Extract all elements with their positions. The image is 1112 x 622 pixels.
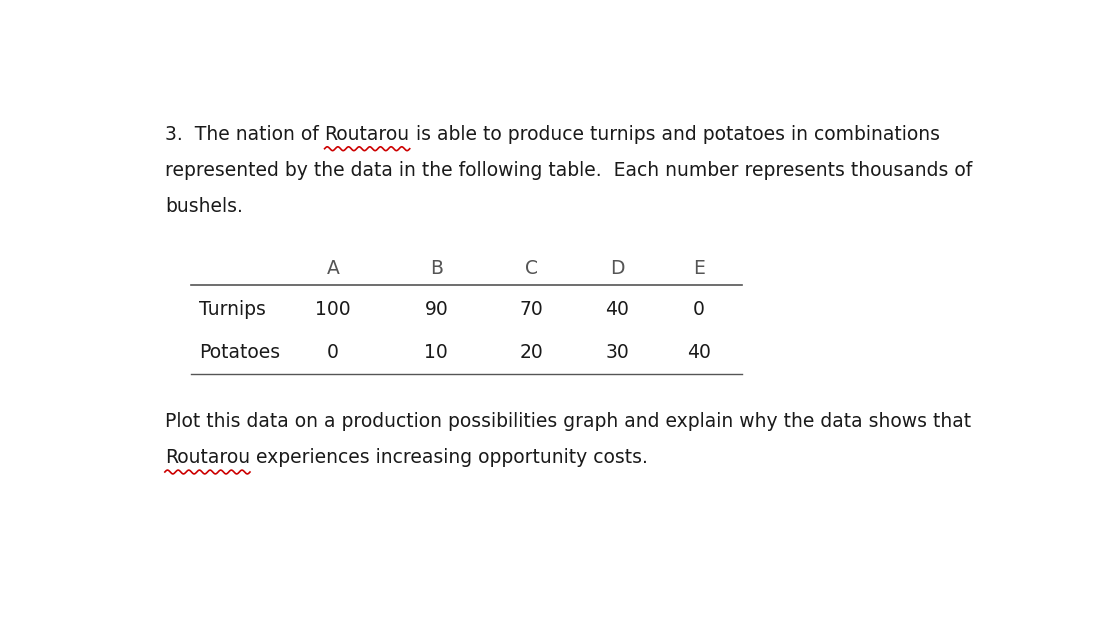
Text: 30: 30 <box>605 343 629 362</box>
Text: 90: 90 <box>425 300 448 318</box>
Text: 20: 20 <box>519 343 543 362</box>
Text: A: A <box>327 259 339 278</box>
Text: Routarou: Routarou <box>325 125 409 144</box>
Text: 0: 0 <box>327 343 339 362</box>
Text: 70: 70 <box>519 300 543 318</box>
Text: Plot this data on a production possibilities graph and explain why the data show: Plot this data on a production possibili… <box>165 412 971 431</box>
Text: bushels.: bushels. <box>165 197 242 216</box>
Text: 40: 40 <box>605 300 629 318</box>
Text: 0: 0 <box>693 300 705 318</box>
Text: experiences increasing opportunity costs.: experiences increasing opportunity costs… <box>250 448 648 467</box>
Text: Routarou: Routarou <box>165 448 250 467</box>
Text: 10: 10 <box>425 343 448 362</box>
Text: D: D <box>610 259 625 278</box>
Text: 40: 40 <box>687 343 711 362</box>
Text: C: C <box>525 259 537 278</box>
Text: 3.  The nation of: 3. The nation of <box>165 125 325 144</box>
Text: Potatoes: Potatoes <box>199 343 280 362</box>
Text: B: B <box>430 259 443 278</box>
Text: E: E <box>693 259 705 278</box>
Text: Turnips: Turnips <box>199 300 266 318</box>
Text: represented by the data in the following table.  Each number represents thousand: represented by the data in the following… <box>165 161 972 180</box>
Text: 100: 100 <box>315 300 350 318</box>
Text: is able to produce turnips and potatoes in combinations: is able to produce turnips and potatoes … <box>409 125 940 144</box>
